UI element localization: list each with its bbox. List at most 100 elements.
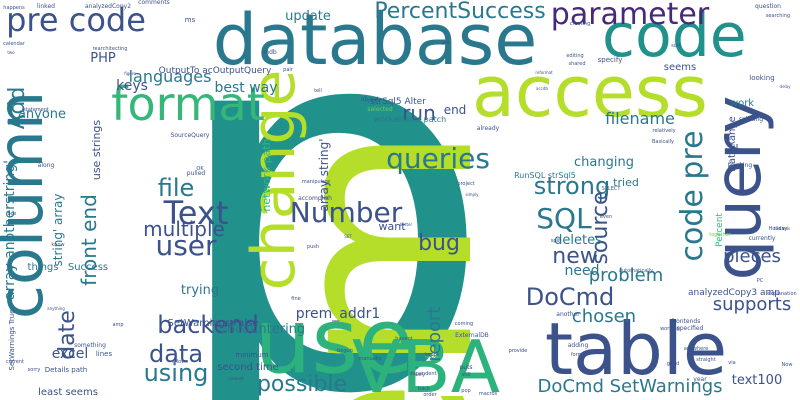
cloud-word: sorry (28, 367, 41, 373)
cloud-word: question (755, 3, 781, 10)
cloud-word: calendar (3, 41, 26, 47)
cloud-word: specified (677, 325, 704, 332)
cloud-word: forms (571, 352, 586, 358)
cloud-word: searching (766, 13, 790, 19)
cloud-word: something (74, 342, 106, 349)
cloud-word: encountering (219, 322, 305, 337)
cloud-word: pair (283, 67, 294, 73)
cloud-word: OutputTo acOutputQuery (159, 66, 272, 76)
cloud-word: report (424, 307, 445, 362)
cloud-word: amount (228, 376, 244, 381)
cloud-word: towards (774, 226, 790, 231)
cloud-word: via (728, 360, 735, 366)
cloud-word: work (730, 98, 754, 109)
cloud-word: column (0, 91, 57, 319)
cloud-word: rearchitecting (93, 46, 128, 52)
cloud-word: simply (465, 192, 479, 197)
cloud-word: excel (52, 346, 89, 362)
cloud-word: already (477, 125, 500, 132)
cloud-word: project (457, 181, 474, 187)
cloud-word: tried (613, 176, 639, 189)
cloud-word: Holiday (769, 226, 788, 232)
cloud-word: analyzedCopy3 amp (688, 288, 780, 298)
cloud-word: Basically (652, 139, 674, 145)
cloud-word: SELECT (602, 186, 622, 192)
cloud-word: allows (172, 359, 188, 365)
cloud-word: pulled (187, 170, 206, 177)
cloud-word: looking (749, 74, 774, 82)
cloud-word: Success (68, 262, 108, 273)
cloud-word: access (472, 51, 708, 133)
cloud-word: selected (367, 106, 393, 113)
cloud-word: want (378, 220, 406, 233)
cloud-word: another (556, 311, 580, 318)
cloud-word: adding (568, 342, 589, 349)
cloud-word: SetWarnings True (8, 309, 16, 370)
cloud-word: code pre (675, 130, 710, 261)
cloud-word: queries (386, 142, 490, 175)
cloud-word: keys (116, 78, 148, 94)
cloud-word: accdb (536, 86, 548, 91)
cloud-word: good (667, 361, 679, 367)
cloud-word: statement (23, 107, 49, 113)
cloud-word: bug (418, 231, 460, 256)
cloud-word: filename (605, 109, 675, 128)
cloud-word: anyone (18, 107, 66, 122)
cloud-word: yet (442, 40, 450, 46)
cloud-word: analyzedCopy2 (85, 3, 131, 10)
cloud-word: anything (47, 306, 65, 311)
cloud-word: SQL (536, 202, 592, 235)
cloud-word: push (307, 244, 319, 250)
cloud-word: Percent (715, 213, 725, 247)
cloud-word: Now (782, 362, 793, 368)
cloud-word: need (565, 263, 600, 279)
cloud-word: sort (671, 43, 681, 49)
cloud-word: split (551, 238, 562, 244)
cloud-word: figure (124, 71, 136, 76)
cloud-word: format (111, 77, 264, 131)
cloud-word: linked (37, 3, 55, 10)
cloud-word: lines (96, 350, 113, 358)
cloud-word: pop (461, 388, 470, 394)
cloud-word: still (462, 372, 471, 378)
cloud-word: languages (129, 67, 212, 86)
cloud-word: multiple (143, 217, 225, 241)
cloud-word: strong (534, 172, 610, 200)
cloud-word: order (423, 392, 437, 398)
cloud-word: amp (112, 322, 123, 328)
cloud-word: box (7, 211, 16, 217)
cloud-word: dependent (409, 371, 436, 377)
cloud-word: new (552, 244, 597, 269)
cloud-word: seems (664, 62, 696, 73)
cloud-word: Text (163, 194, 229, 232)
cloud-word: changing (574, 155, 634, 170)
cloud-word: keeps (425, 352, 440, 358)
cloud-word: mdb (263, 49, 277, 56)
cloud-word: DoCmd SetWarnings (537, 376, 722, 397)
cloud-word: puts (459, 364, 472, 371)
cloud-word: GUI (729, 144, 738, 150)
cloud-word: workaround patch (374, 115, 446, 124)
cloud-word: strSql5 Alter (370, 97, 426, 107)
cloud-word: best way (214, 80, 277, 96)
cloud-word: fine (291, 296, 300, 302)
cloud-word: least seems (38, 387, 98, 398)
cloud-word: text100 (732, 373, 782, 388)
cloud-word: PC (757, 278, 764, 284)
cloud-word: manually (358, 356, 381, 362)
cloud-word: pre code (6, 1, 146, 39)
cloud-word: possible (257, 372, 347, 397)
cloud-word: SET (344, 234, 352, 239)
cloud-word: date (55, 310, 80, 360)
cloud-word: happens (3, 5, 25, 11)
cloud-word: object (361, 96, 380, 103)
cloud-word: source (588, 191, 613, 264)
cloud-word: havent (395, 336, 412, 342)
cloud-word: provide (509, 348, 528, 354)
cloud-word: shared (568, 61, 585, 67)
cloud-word: things (28, 262, 59, 273)
cloud-word: folder (425, 354, 440, 360)
cloud-word: update (285, 9, 331, 24)
